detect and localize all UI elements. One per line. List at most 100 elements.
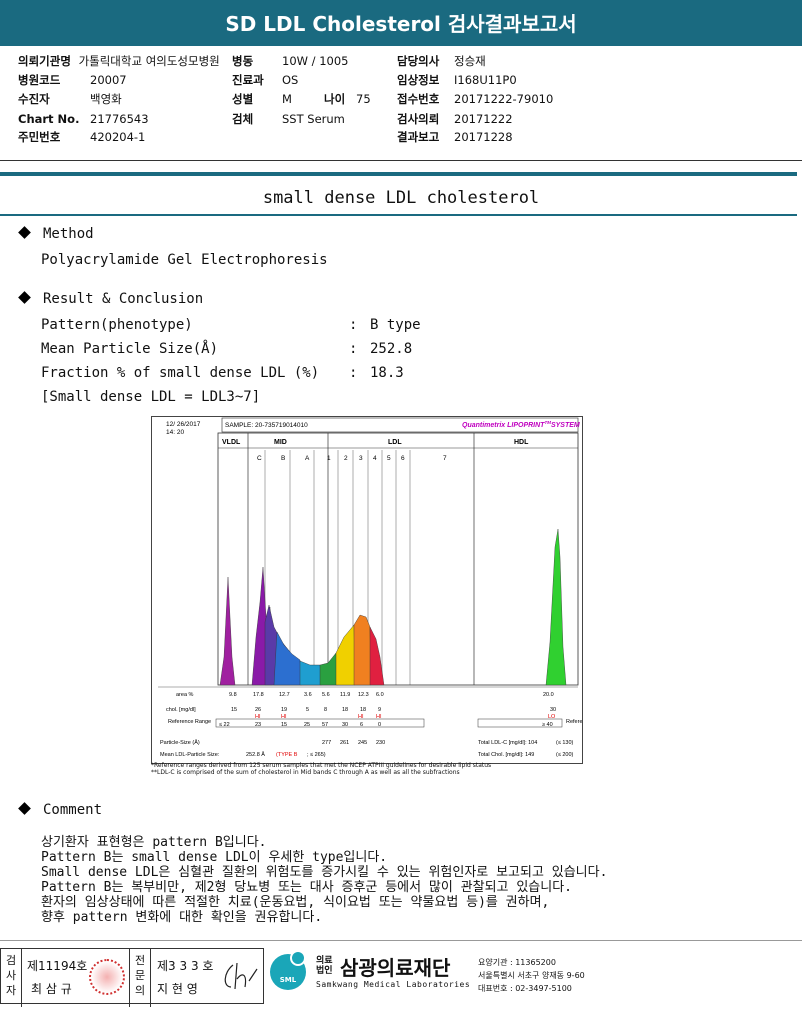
comment-line: 향후 pattern 변화에 대한 확인을 권유합니다.	[41, 910, 323, 925]
total-chol-ref: (≤ 200)	[556, 752, 574, 758]
method-text: Polyacrylamide Gel Electrophoresis	[41, 252, 328, 268]
area-value: 12.7	[279, 692, 290, 698]
chol-value: 30	[550, 707, 556, 713]
ref-value: ≤ 22	[219, 722, 230, 728]
result-colon: :	[349, 317, 358, 333]
doctor-number: 제3 3 3 호	[157, 959, 214, 973]
info-label: 병동	[232, 54, 254, 68]
method-heading-text: Method	[43, 226, 94, 242]
band-vldl: VLDL	[222, 439, 241, 446]
chol-value: 26	[255, 707, 261, 713]
comment-line: Pattern B는 복부비만, 제2형 당뇨병 또는 대사 증후군 등에서 많…	[41, 880, 572, 895]
mid-a-peak	[273, 631, 303, 686]
info-value: 75	[356, 92, 371, 106]
ref-value: 30	[342, 722, 348, 728]
result-value: 252.8	[370, 341, 413, 357]
comment-line: Small dense LDL은 심혈관 질환의 위험도를 증가시킬 수 있는 …	[41, 865, 608, 880]
area-value: 17.8	[253, 692, 264, 698]
info-value: 백영화	[90, 92, 122, 106]
org-phone: 대표번호 : 02-3497-5100	[478, 984, 572, 993]
result-heading-text: Result & Conclusion	[43, 291, 204, 307]
sub-band-label: 4	[373, 455, 377, 462]
org-address: 서울특별시 서초구 양재동 9-60	[478, 971, 585, 980]
area-value: 3.6	[304, 692, 312, 698]
result-colon: :	[349, 365, 358, 381]
info-label: 주민번호	[18, 130, 61, 144]
chol-value: 5	[306, 707, 309, 713]
chol-value: 8	[324, 707, 327, 713]
section-band	[0, 172, 797, 176]
logo-text: SML	[279, 976, 297, 984]
chol-value: 18	[342, 707, 348, 713]
sub-band-label: C	[257, 455, 262, 462]
diamond-bullet-icon	[18, 291, 31, 304]
mean-value: 252.8 Å	[246, 751, 265, 758]
hdl-ref-box	[477, 718, 563, 728]
comment-line: Pattern B는 small dense LDL이 우세한 type입니다.	[41, 850, 388, 865]
ref-value: 25	[304, 722, 310, 728]
ref-box	[215, 718, 425, 728]
chart-system-tm: TM	[544, 420, 551, 425]
result-colon: :	[349, 341, 358, 357]
ref-value: ≥ 40	[542, 722, 553, 728]
divider	[0, 214, 797, 216]
info-value: 20171228	[454, 130, 513, 144]
sub-band-label: A	[305, 455, 310, 462]
footnote: **LDL-C is comprised of the sum of chole…	[151, 769, 460, 776]
area-value: 11.9	[340, 692, 350, 698]
result-value: B type	[370, 317, 421, 333]
reference-row: Reference Range ≤ 22 23 15 25 57 30 6 0 …	[168, 718, 609, 728]
chart-system: Quantimetrix LIPOPRINTTMSYSTEM	[462, 420, 580, 429]
footer-divider	[0, 940, 802, 941]
chol-label: chol. [mg/dl]	[166, 707, 196, 713]
sub-band-label: 1	[327, 455, 331, 462]
report-title: SD LDL Cholesterol 검사결과보고서	[0, 0, 802, 46]
info-label: 성별	[232, 92, 254, 106]
result-label: Pattern(phenotype)	[41, 317, 193, 333]
info-label: 담당의사	[397, 54, 440, 68]
chart-date: 12/ 26/2017	[166, 421, 201, 428]
hdl-peak	[545, 528, 567, 686]
result-label: Mean Particle Size(Å)	[41, 341, 219, 357]
info-value: 가톨릭대학교 여의도성모병원	[78, 54, 220, 68]
info-value: 20171222	[454, 112, 513, 126]
info-label: 병원코드	[18, 73, 61, 87]
info-label: 수진자	[18, 92, 50, 106]
result-heading: Result & Conclusion	[18, 291, 204, 307]
band-mid: MID	[274, 439, 287, 446]
info-value: OS	[282, 73, 299, 87]
chol-row: chol. [mg/dl] 15 26 19 5 8 18 18 9 30	[166, 707, 556, 713]
mean-label: Mean LDL-Particle Size:	[160, 752, 220, 758]
result-note: [Small dense LDL = LDL3~7]	[41, 389, 261, 405]
plot-frame	[217, 432, 579, 686]
chart-system-name: Quantimetrix LIPOPRINT	[462, 422, 545, 429]
type-suffix: ; ≤ 265)	[307, 752, 326, 758]
chol-value: 15	[231, 707, 237, 713]
diamond-bullet-icon	[18, 802, 31, 815]
area-row: area % 9.8 17.8 12.7 3.6 5.6 11.9 12.3 6…	[176, 692, 554, 698]
sub-band-label: 3	[359, 455, 363, 462]
info-value: 21776543	[90, 112, 149, 126]
signature-box: 검사자 제11194호 최 삼 규 전문의 제3 3 3 호 지 현 영	[0, 948, 264, 1007]
method-heading: Method	[18, 226, 94, 242]
tester-name: 최 삼 규	[31, 982, 72, 996]
result-label: Fraction % of small dense LDL (%)	[41, 365, 320, 381]
info-value: 10W / 1005	[282, 54, 349, 68]
info-value: 정승재	[454, 54, 486, 68]
type-text: (TYPE B	[276, 752, 298, 758]
chol-value: 9	[378, 707, 381, 713]
ref-label: Reference Range	[168, 719, 211, 725]
info-value: SST Serum	[282, 112, 345, 126]
chart-system-suffix: SYSTEM	[551, 422, 580, 429]
info-value: 20007	[90, 73, 127, 87]
info-label: 진료과	[232, 73, 264, 87]
area-value: 9.8	[229, 692, 237, 698]
sample-box	[221, 417, 579, 433]
sub-band-label: 5	[387, 455, 391, 462]
sub-band-label: B	[281, 455, 285, 462]
particle-size-row: Particle-Size (Å) 277 261 245 230 Total …	[160, 739, 574, 746]
area-value: 6.0	[376, 692, 384, 698]
ps-value: 277	[322, 740, 331, 746]
tester-number: 제11194호	[27, 959, 88, 973]
vldl-peak	[219, 576, 236, 686]
